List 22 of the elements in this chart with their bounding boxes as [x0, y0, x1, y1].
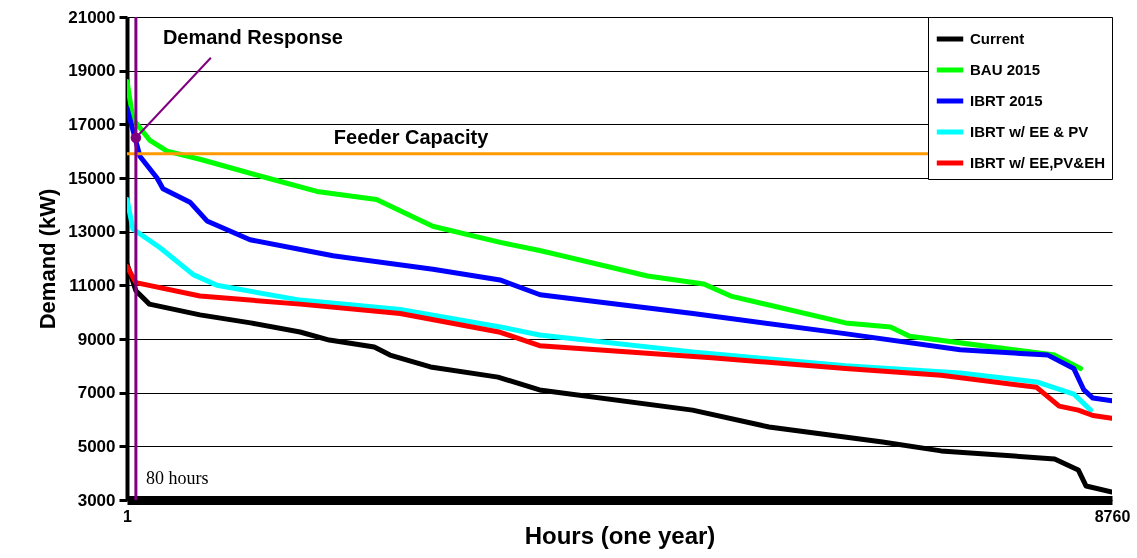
legend-label: Current	[970, 30, 1025, 47]
x-axis-title: Hours (one year)	[524, 521, 716, 549]
y-tick-label: 7000	[77, 383, 116, 403]
ref-line-label: 80 hours	[145, 468, 209, 488]
y-tick-label: 9000	[77, 329, 116, 349]
y-tick-label: 21000	[68, 7, 116, 27]
y-tick-label: 19000	[68, 61, 116, 81]
legend-label: IBRT 2015	[970, 92, 1043, 109]
legend-label: IBRT w/ EE & PV	[970, 123, 1089, 140]
y-tick-label: 5000	[77, 436, 116, 456]
x-tick-label: 8760	[1094, 507, 1131, 525]
x-tick-label: 1	[123, 507, 133, 525]
y-tick-label: 15000	[68, 168, 116, 188]
annotation: Demand Response	[162, 25, 343, 48]
ref-line-label: Feeder Capacity	[333, 125, 490, 148]
y-tick-label: 11000	[69, 275, 116, 295]
legend-label: IBRT w/ EE,PV&EH	[970, 154, 1106, 171]
y-tick-label: 13000	[68, 222, 116, 242]
y-tick-label: 3000	[77, 490, 116, 510]
y-tick-label: 17000	[68, 114, 116, 134]
legend-label: BAU 2015	[970, 61, 1041, 78]
y-axis-title: Demand (kW)	[35, 188, 61, 330]
